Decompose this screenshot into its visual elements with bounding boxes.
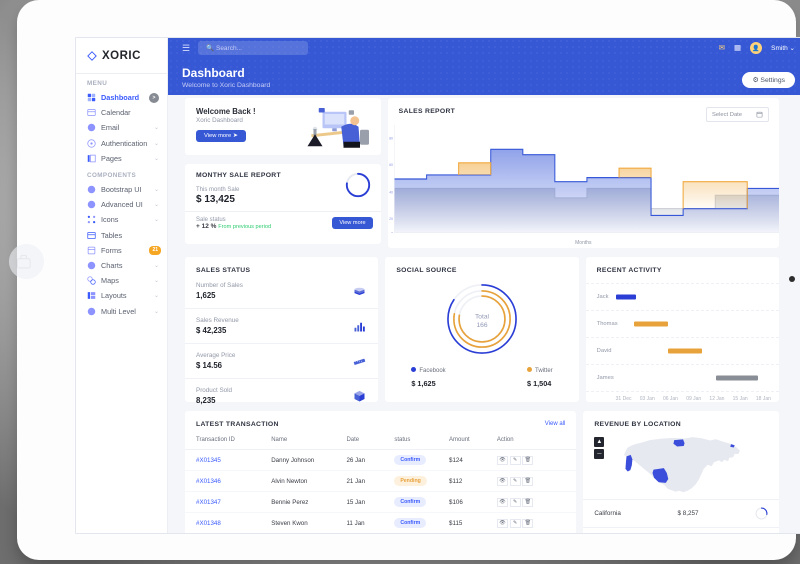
svg-text:0: 0 [391,231,393,233]
svg-text:40: 40 [389,190,393,194]
svg-text:166: 166 [476,322,487,329]
svg-text:80: 80 [389,136,393,140]
svg-text:20: 20 [389,217,393,221]
svg-text:60: 60 [389,163,393,167]
svg-text:Total: Total [475,313,490,320]
